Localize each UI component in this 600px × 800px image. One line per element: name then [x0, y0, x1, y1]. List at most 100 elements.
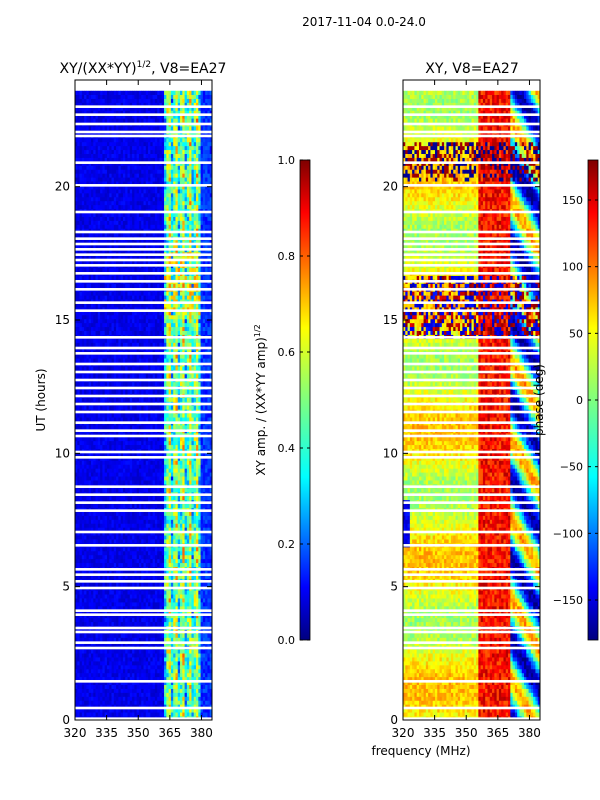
heatmap-cell: [128, 653, 131, 657]
heatmap-cell: [96, 602, 99, 606]
heatmap-cell: [100, 622, 103, 626]
heatmap-cell: [164, 515, 167, 519]
heatmap-cell: [134, 661, 137, 665]
heatmap-cell: [157, 602, 160, 606]
heatmap-cell: [159, 504, 162, 508]
heatmap-cell: [116, 582, 119, 586]
heatmap-cell: [93, 602, 96, 606]
heatmap-cell: [178, 535, 181, 539]
heatmap-cell: [93, 637, 96, 641]
heatmap-cell: [169, 602, 172, 606]
heatmap-cell: [114, 669, 117, 673]
heatmap-cell: [137, 582, 140, 586]
heatmap-cell: [93, 555, 96, 559]
heatmap-cell: [162, 425, 165, 429]
heatmap-cell: [189, 480, 192, 484]
heatmap-cell: [93, 598, 96, 602]
heatmap-cell: [144, 555, 147, 559]
heatmap-cell: [162, 512, 165, 516]
heatmap-cell: [114, 547, 117, 551]
heatmap-cell: [118, 689, 121, 693]
heatmap-cell: [153, 665, 156, 669]
heatmap-cell: [139, 551, 142, 555]
heatmap-cell: [109, 425, 112, 429]
heatmap-cell: [100, 437, 103, 441]
heatmap-cell: [148, 602, 151, 606]
heatmap-cell: [77, 417, 80, 421]
heatmap-cell: [128, 555, 131, 559]
heatmap-cell: [144, 535, 147, 539]
heatmap-cell: [164, 582, 167, 586]
heatmap-cell: [198, 425, 201, 429]
heatmap-cell: [166, 405, 169, 409]
heatmap-cell: [194, 563, 197, 567]
heatmap-cell: [116, 472, 119, 476]
heatmap-cell: [109, 712, 112, 716]
heatmap-cell: [80, 515, 83, 519]
heatmap-cell: [146, 523, 149, 527]
heatmap-cell: [102, 661, 105, 665]
heatmap-cell: [125, 712, 128, 716]
heatmap-cell: [125, 555, 128, 559]
heatmap-cell: [146, 425, 149, 429]
heatmap-cell: [148, 464, 151, 468]
heatmap-cell: [162, 559, 165, 563]
heatmap-cell: [173, 673, 176, 677]
heatmap-cell: [132, 468, 135, 472]
heatmap-cell: [171, 673, 174, 677]
heatmap-cell: [169, 622, 172, 626]
heatmap-cell: [146, 582, 149, 586]
heatmap-cell: [189, 633, 192, 637]
heatmap-cell: [173, 653, 176, 657]
heatmap-cell: [116, 653, 119, 657]
heatmap-cell: [144, 551, 147, 555]
heatmap-cell: [203, 669, 206, 673]
heatmap-cell: [137, 673, 140, 677]
heatmap-cell: [80, 425, 83, 429]
heatmap-cell: [191, 563, 194, 567]
heatmap-cell: [109, 669, 112, 673]
heatmap-cell: [178, 496, 181, 500]
heatmap-cell: [201, 547, 204, 551]
heatmap-cell: [196, 685, 199, 689]
heatmap-cell: [123, 397, 126, 401]
heatmap-cell: [153, 590, 156, 594]
heatmap-cell: [80, 685, 83, 689]
heatmap-cell: [139, 673, 142, 677]
heatmap-cell: [96, 582, 99, 586]
heatmap-cell: [166, 476, 169, 480]
heatmap-cell: [109, 445, 112, 449]
heatmap-cell: [86, 472, 89, 476]
heatmap-cell: [93, 539, 96, 543]
heatmap-cell: [89, 413, 92, 417]
heatmap-cell: [93, 496, 96, 500]
heatmap-cell: [169, 441, 172, 445]
heatmap-cell: [185, 397, 188, 401]
heatmap-cell: [82, 602, 85, 606]
heatmap-cell: [185, 685, 188, 689]
heatmap-cell: [82, 547, 85, 551]
heatmap-cell: [203, 633, 206, 637]
heatmap-cell: [114, 480, 117, 484]
heatmap-cell: [169, 476, 172, 480]
heatmap-cell: [178, 547, 181, 551]
heatmap-cell: [86, 390, 89, 394]
heatmap-cell: [201, 535, 204, 539]
heatmap-cell: [198, 700, 201, 704]
heatmap-cell: [82, 712, 85, 716]
heatmap-cell: [89, 689, 92, 693]
heatmap-cell: [132, 445, 135, 449]
heatmap-cell: [148, 496, 151, 500]
heatmap-cell: [153, 633, 156, 637]
heatmap-cell: [153, 519, 156, 523]
heatmap-cell: [100, 598, 103, 602]
heatmap-cell: [150, 425, 153, 429]
heatmap-cell: [134, 563, 137, 567]
heatmap-cell: [125, 539, 128, 543]
heatmap-cell: [141, 555, 144, 559]
heatmap-cell: [125, 405, 128, 409]
heatmap-cell: [105, 523, 108, 527]
heatmap-cell: [203, 598, 206, 602]
heatmap-cell: [162, 622, 165, 626]
heatmap-cell: [169, 661, 172, 665]
